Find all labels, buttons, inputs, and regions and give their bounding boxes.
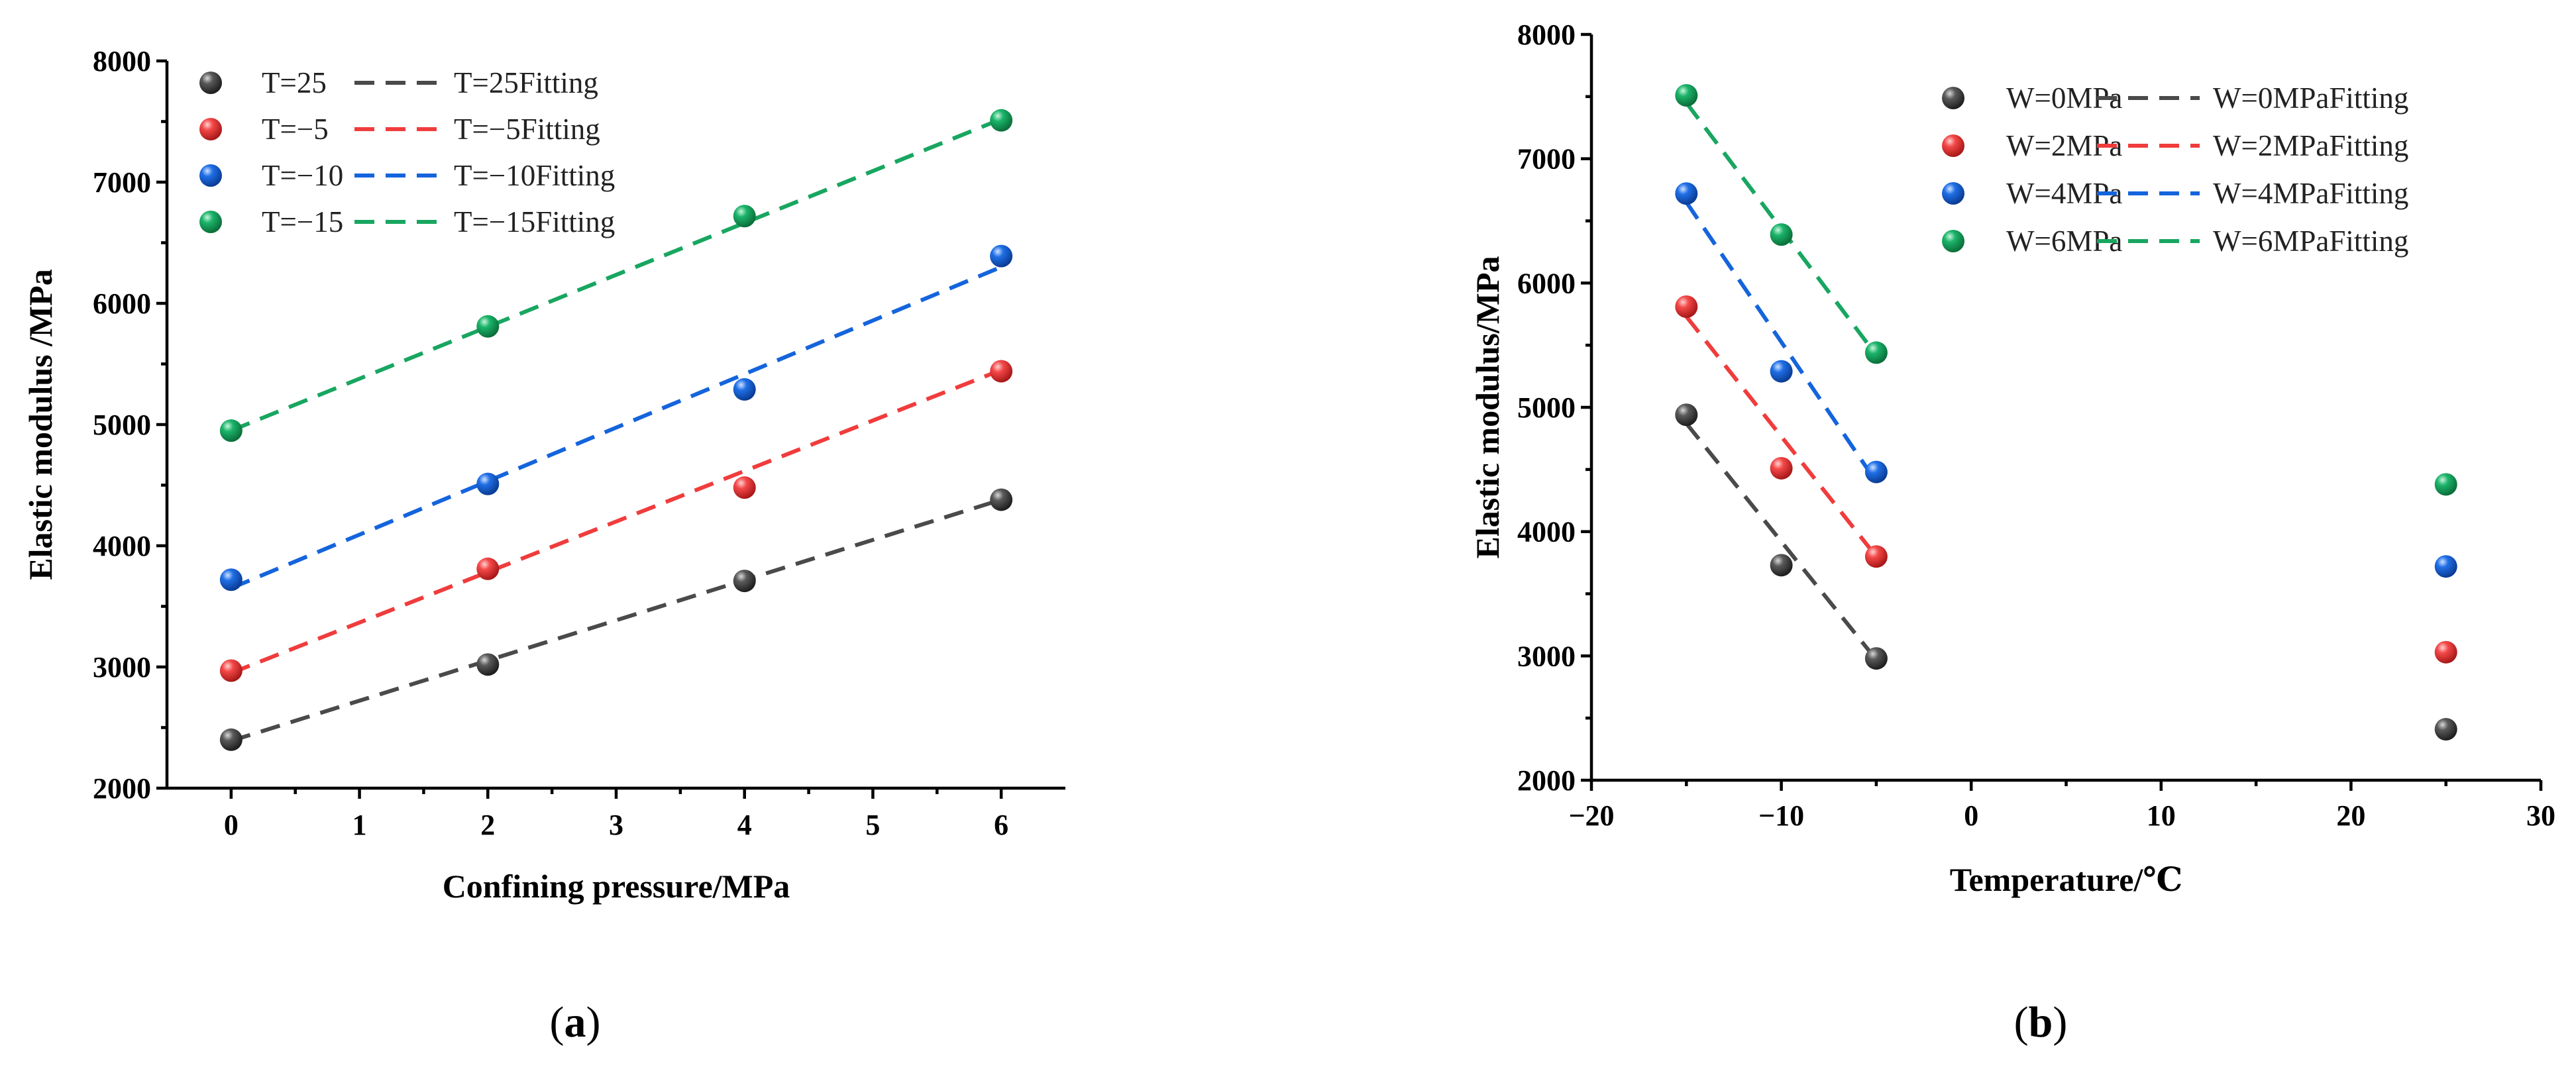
legend-fit-label: T=−5Fitting [454, 113, 600, 146]
data-point-blue [1864, 460, 1888, 483]
data-point-red [2434, 640, 2457, 664]
legend-marker-green [199, 211, 222, 233]
fit-line-gray [230, 497, 1002, 743]
data-point-blue [733, 378, 756, 401]
data-point-gray [1675, 403, 1698, 427]
data-point-green [2434, 473, 2457, 496]
data-point-red [990, 360, 1013, 383]
data-point-blue [476, 472, 500, 495]
x-tick-label: 4 [737, 809, 752, 841]
fit-line-red [230, 368, 1002, 675]
legend-fit-label: W=2MPaFitting [2213, 129, 2408, 162]
data-point-gray [733, 570, 756, 593]
y-tick-label: 4000 [93, 530, 151, 562]
data-point-gray [476, 653, 500, 676]
x-tick-label: 5 [865, 809, 880, 841]
y-tick-label: 7000 [93, 166, 151, 199]
data-point-green [733, 205, 756, 228]
chart-panel-a: 2000 3000 4000 5000 6000 7000 8000 0 1 2 3 4 5 6 Confi… [22, 45, 1065, 905]
y-tick-label: 3000 [1517, 640, 1576, 672]
x-tick-label: 20 [2336, 799, 2365, 832]
data-point-gray [1864, 647, 1888, 670]
y-tick-label: 7000 [1517, 143, 1576, 176]
fit-line-gray [1684, 422, 1878, 661]
data-point-gray [1770, 554, 1793, 577]
data-point-red [1770, 456, 1793, 480]
data-point-red [476, 557, 500, 580]
legend-fit-label: T=−10Fitting [454, 159, 615, 192]
x-axis-title: Confining pressure/MPa [443, 868, 790, 905]
legend-fit-label: T=−15Fitting [454, 205, 615, 238]
data-point-green [1864, 341, 1888, 364]
x-tick-label: 30 [2526, 799, 2555, 832]
legend-marker-green [1942, 230, 1964, 252]
y-tick-label: 6000 [93, 287, 151, 320]
fit-line-blue [1684, 201, 1878, 483]
legend-label: T=−15 [262, 205, 343, 238]
legend-marker-gray [199, 72, 222, 94]
data-point-green [219, 419, 242, 442]
data-point-red [1675, 295, 1698, 318]
data-point-gray [219, 728, 242, 751]
data-point-blue [2434, 555, 2457, 578]
y-tick-label: 4000 [1517, 516, 1576, 548]
y-tick-label: 6000 [1517, 267, 1576, 299]
chart-panel-b: 2000 3000 4000 5000 6000 7000 8000 −20 −10 0 10 20 3… [1469, 19, 2555, 898]
y-tick-label: 8000 [93, 45, 151, 77]
y-tick-label: 2000 [1517, 764, 1576, 797]
data-point-green [1770, 223, 1793, 246]
data-point-green [476, 315, 500, 338]
y-tick-label: 3000 [93, 651, 151, 684]
data-point-blue [219, 568, 242, 591]
x-tick-label: 1 [352, 809, 367, 841]
x-tick-label: 2 [480, 809, 495, 841]
y-tick-label: 8000 [1517, 19, 1576, 51]
y-axis-title: Elastic modulus /MPa [22, 269, 59, 580]
data-point-red [219, 659, 242, 682]
legend-marker-red [1942, 134, 1964, 157]
x-tick-label: 10 [2147, 799, 2176, 832]
y-tick-label: 5000 [93, 409, 151, 441]
x-axis-title: Temperature/℃ [1950, 861, 2183, 898]
legend-fit-label: W=0MPaFitting [2213, 81, 2408, 115]
fit-line-red [1684, 315, 1878, 558]
x-tick-label: 0 [224, 809, 239, 841]
fit-line-blue [230, 265, 1002, 590]
data-point-blue [990, 244, 1013, 268]
legend-label: T=−5 [262, 113, 329, 146]
panel-label-a: (a) [550, 998, 601, 1046]
x-tick-label: −20 [1568, 799, 1614, 832]
data-point-blue [1675, 182, 1698, 205]
legend-fit-label: W=4MPaFitting [2213, 177, 2408, 210]
data-point-red [1864, 545, 1888, 568]
data-point-red [733, 476, 756, 499]
legend-fit-label: T=25Fitting [454, 66, 598, 99]
y-axis-title: Elastic modulus/MPa [1469, 256, 1506, 559]
y-tick-label: 5000 [1517, 391, 1576, 424]
legend-marker-blue [199, 164, 222, 187]
data-point-gray [990, 488, 1013, 511]
x-tick-label: 3 [609, 809, 623, 841]
data-point-green [1675, 83, 1698, 107]
legend-fit-label: W=6MPaFitting [2213, 225, 2408, 258]
data-point-gray [2434, 718, 2457, 741]
x-tick-label: 6 [994, 809, 1008, 841]
legend-marker-blue [1942, 182, 1964, 205]
panel-label-b: (b) [2014, 998, 2068, 1046]
x-tick-label: 0 [1964, 799, 1978, 832]
fit-line-green [230, 117, 1002, 432]
y-tick-label: 2000 [93, 772, 151, 805]
legend-marker-red [199, 118, 222, 140]
data-point-blue [1770, 360, 1793, 383]
legend-label: T=−10 [262, 159, 343, 192]
data-point-green [990, 109, 1013, 132]
x-tick-label: −10 [1758, 799, 1804, 832]
legend-label: T=25 [262, 66, 327, 99]
legend-marker-gray [1942, 87, 1964, 109]
